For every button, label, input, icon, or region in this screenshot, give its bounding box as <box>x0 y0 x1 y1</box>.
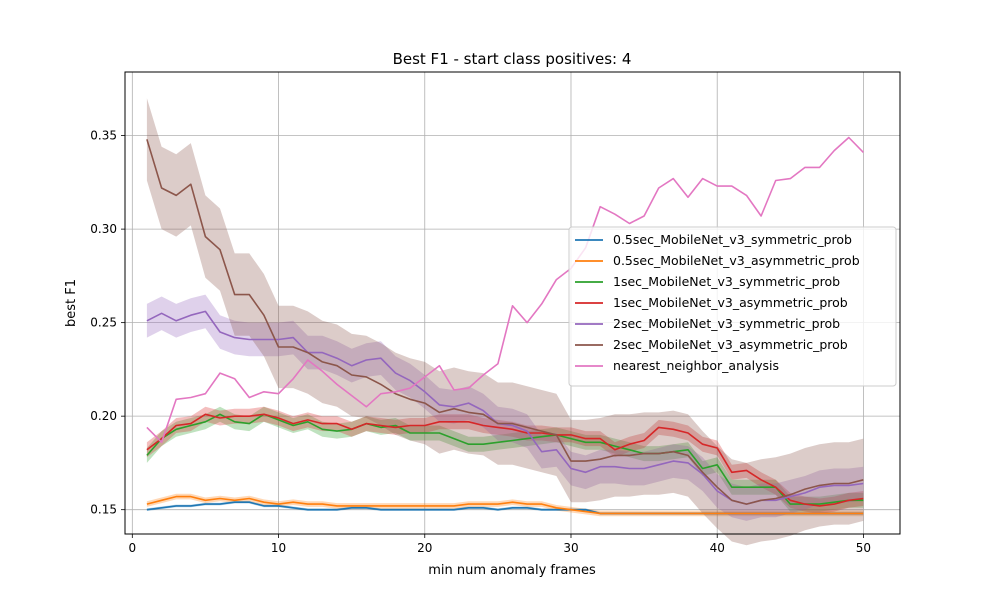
x-tick-label: 20 <box>417 541 432 555</box>
legend-box <box>568 226 897 387</box>
series-band <box>146 500 864 515</box>
legend-label: 0.5sec_MobileNet_v3_symmetric_prob <box>613 232 852 247</box>
series-band <box>146 406 864 512</box>
legend-label: 2sec_MobileNet_v3_asymmetric_prob <box>613 337 848 352</box>
plot-frame <box>124 71 901 535</box>
series-band <box>146 294 864 521</box>
x-tick-label: 40 <box>710 541 725 555</box>
x-axis-ticks: 0 10 20 30 40 50 <box>128 534 871 555</box>
y-tick-label: 0.15 <box>90 503 117 517</box>
x-tick-label: 0 <box>128 541 136 555</box>
y-tick-label: 0.35 <box>90 129 117 143</box>
x-tick-label: 30 <box>563 541 578 555</box>
series-band <box>146 406 864 514</box>
series-lines <box>146 136 864 515</box>
legend-label: 1sec_MobileNet_v3_asymmetric_prob <box>613 295 848 310</box>
legend-label: 0.5sec_MobileNet_v3_asymmetric_prob <box>613 253 860 268</box>
y-tick-label: 0.20 <box>90 409 117 423</box>
x-tick-label: 50 <box>856 541 871 555</box>
chart-title: Best F1 - start class positives: 4 <box>393 50 632 68</box>
series-band <box>146 98 864 546</box>
y-tick-label: 0.25 <box>90 316 117 330</box>
series-line <box>146 413 864 507</box>
x-tick-label: 10 <box>271 541 286 555</box>
y-axis-label: best F1 <box>64 279 79 327</box>
x-axis-label: min num anomaly frames <box>428 563 596 578</box>
confidence-bands <box>146 98 864 546</box>
legend-label: nearest_neighbor_analysis <box>613 358 779 373</box>
y-axis-ticks: 0.15 0.20 0.25 0.30 0.35 <box>90 129 125 517</box>
series-band <box>146 493 864 517</box>
legend: 0.5sec_MobileNet_v3_symmetric_prob 0.5sec… <box>568 226 897 387</box>
series-line <box>146 136 864 444</box>
legend-label: 1sec_MobileNet_v3_symmetric_prob <box>613 274 840 289</box>
series-line <box>146 139 864 505</box>
legend-label: 2sec_MobileNet_v3_symmetric_prob <box>613 316 840 331</box>
y-tick-label: 0.30 <box>90 222 117 236</box>
series-line <box>146 495 864 515</box>
